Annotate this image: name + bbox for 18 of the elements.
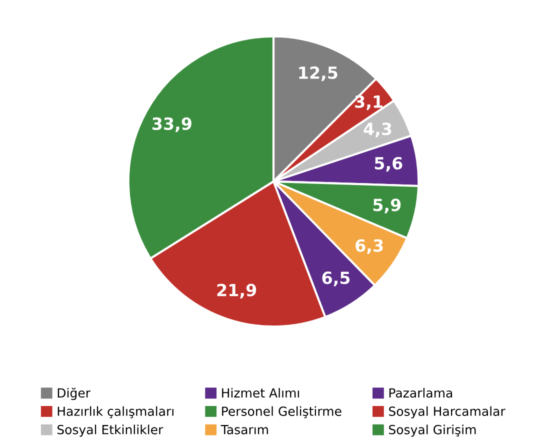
legend-label: Sosyal Girişim: [389, 424, 476, 437]
data-label: 5,9: [373, 198, 401, 214]
data-label: 6,3: [356, 239, 383, 254]
legend-label: Sosyal Etkinlikler: [57, 424, 164, 437]
legend-label: Personel Geliştirme: [222, 406, 342, 418]
legend-label: Tasarım: [220, 425, 268, 434]
data-label: 12,5: [299, 66, 338, 82]
legend-label: Hizmet Alımı: [222, 388, 299, 398]
data-label: 6,5: [322, 272, 350, 286]
data-label: 33,9: [152, 117, 192, 132]
legend-label: Sosyal Harcamalar: [389, 406, 506, 418]
data-label: 21,9: [217, 284, 256, 298]
data-label: 5,6: [374, 156, 402, 172]
legend-label: Hazırlık çalışmaları: [58, 406, 174, 418]
legend-label: Pazarlama: [389, 388, 452, 398]
data-label: 4,3: [364, 122, 392, 138]
data-label: 3,1: [355, 95, 382, 110]
legend-label: Diğer: [58, 388, 90, 400]
